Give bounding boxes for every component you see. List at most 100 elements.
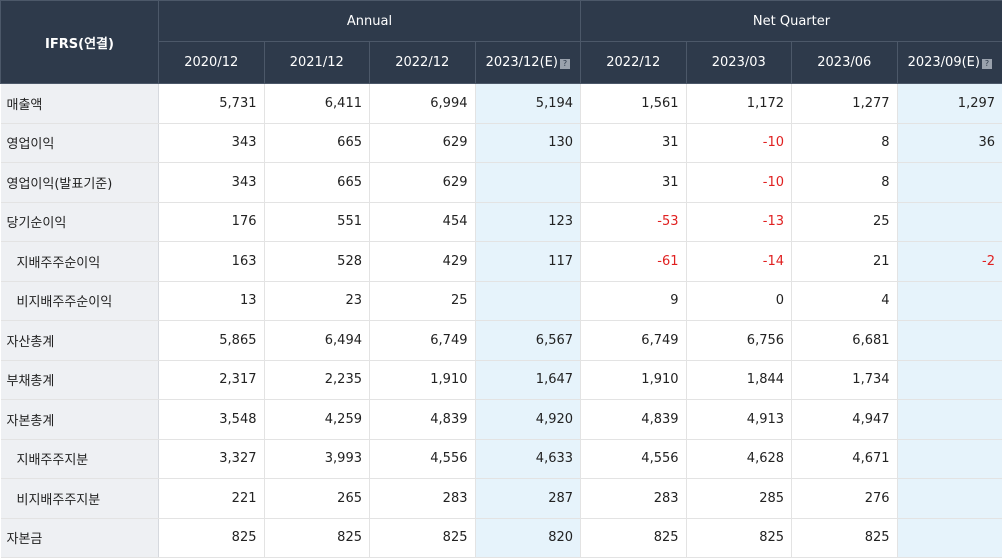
table-cell: 285 (686, 479, 792, 519)
table-cell: 31 (581, 123, 687, 163)
table-cell: 123 (475, 202, 581, 242)
table-cell: 6,749 (581, 321, 687, 361)
table-cell: -10 (686, 123, 792, 163)
table-cell: 23 (264, 281, 370, 321)
table-cell: 2,235 (264, 360, 370, 400)
period-header: 2023/12(E)? (475, 42, 581, 84)
net-quarter-group-header: Net Quarter (581, 1, 1002, 42)
table-cell: 1,297 (897, 84, 1002, 124)
row-label: 자산총계 (1, 321, 159, 361)
table-cell (897, 518, 1002, 558)
table-cell: 5,194 (475, 84, 581, 124)
table-cell: 6,749 (370, 321, 476, 361)
table-cell: 1,734 (792, 360, 898, 400)
table-cell: 429 (370, 242, 476, 282)
period-label: 2022/12 (395, 55, 449, 70)
period-header: 2023/03 (686, 42, 792, 84)
table-cell (897, 360, 1002, 400)
table-cell: 25 (792, 202, 898, 242)
table-cell (475, 163, 581, 203)
table-cell: 825 (686, 518, 792, 558)
row-label: 비지배주주지분 (1, 479, 159, 519)
table-cell: 825 (792, 518, 898, 558)
table-cell: 221 (159, 479, 265, 519)
table-cell: 163 (159, 242, 265, 282)
table-cell: 5,865 (159, 321, 265, 361)
table-cell: 4,633 (475, 439, 581, 479)
table-cell: -10 (686, 163, 792, 203)
table-cell: 629 (370, 123, 476, 163)
table-cell: 287 (475, 479, 581, 519)
table-cell: 6,994 (370, 84, 476, 124)
table-cell: 3,327 (159, 439, 265, 479)
table-cell: 8 (792, 163, 898, 203)
table-cell: -14 (686, 242, 792, 282)
table-cell: -2 (897, 242, 1002, 282)
table-cell: 1,277 (792, 84, 898, 124)
period-header: 2020/12 (159, 42, 265, 84)
table-cell: 825 (159, 518, 265, 558)
table-cell: 4,671 (792, 439, 898, 479)
table-cell: 6,681 (792, 321, 898, 361)
table-cell: 1,910 (581, 360, 687, 400)
table-cell: 130 (475, 123, 581, 163)
table-cell: 1,844 (686, 360, 792, 400)
question-box-icon[interactable]: ? (982, 59, 992, 69)
table-cell: 283 (370, 479, 476, 519)
table-cell: 117 (475, 242, 581, 282)
table-cell (897, 439, 1002, 479)
period-label: 2021/12 (290, 55, 344, 70)
table-cell (897, 400, 1002, 440)
table-cell (897, 321, 1002, 361)
table-cell: 4,913 (686, 400, 792, 440)
table-cell: -53 (581, 202, 687, 242)
table-cell: 1,172 (686, 84, 792, 124)
table-cell: 1,561 (581, 84, 687, 124)
table-cell: 629 (370, 163, 476, 203)
question-box-icon[interactable]: ? (560, 59, 570, 69)
table-cell: 21 (792, 242, 898, 282)
table-cell: 4,947 (792, 400, 898, 440)
table-cell: 665 (264, 123, 370, 163)
table-cell: 265 (264, 479, 370, 519)
table-cell: 25 (370, 281, 476, 321)
table-cell (475, 281, 581, 321)
table-cell: 6,756 (686, 321, 792, 361)
table-cell: 343 (159, 163, 265, 203)
table-cell: 4,628 (686, 439, 792, 479)
period-header: 2022/12 (581, 42, 687, 84)
row-label: 비지배주주순이익 (1, 281, 159, 321)
table-cell: 4 (792, 281, 898, 321)
table-cell: 825 (264, 518, 370, 558)
period-header: 2023/06 (792, 42, 898, 84)
row-label: 부채총계 (1, 360, 159, 400)
row-label: 자본금 (1, 518, 159, 558)
table-cell: 4,259 (264, 400, 370, 440)
row-label: 지배주주순이익 (1, 242, 159, 282)
table-cell (897, 281, 1002, 321)
table-cell: 6,567 (475, 321, 581, 361)
table-cell: 454 (370, 202, 476, 242)
table-cell: -61 (581, 242, 687, 282)
table-cell: 5,731 (159, 84, 265, 124)
table-cell (897, 202, 1002, 242)
table-cell: 4,839 (370, 400, 476, 440)
table-cell: 6,411 (264, 84, 370, 124)
period-header: 2022/12 (370, 42, 476, 84)
table-cell: 825 (581, 518, 687, 558)
period-label: 2023/09(E) (908, 55, 980, 70)
table-cell: 528 (264, 242, 370, 282)
table-cell (897, 163, 1002, 203)
period-label: 2022/12 (606, 55, 660, 70)
